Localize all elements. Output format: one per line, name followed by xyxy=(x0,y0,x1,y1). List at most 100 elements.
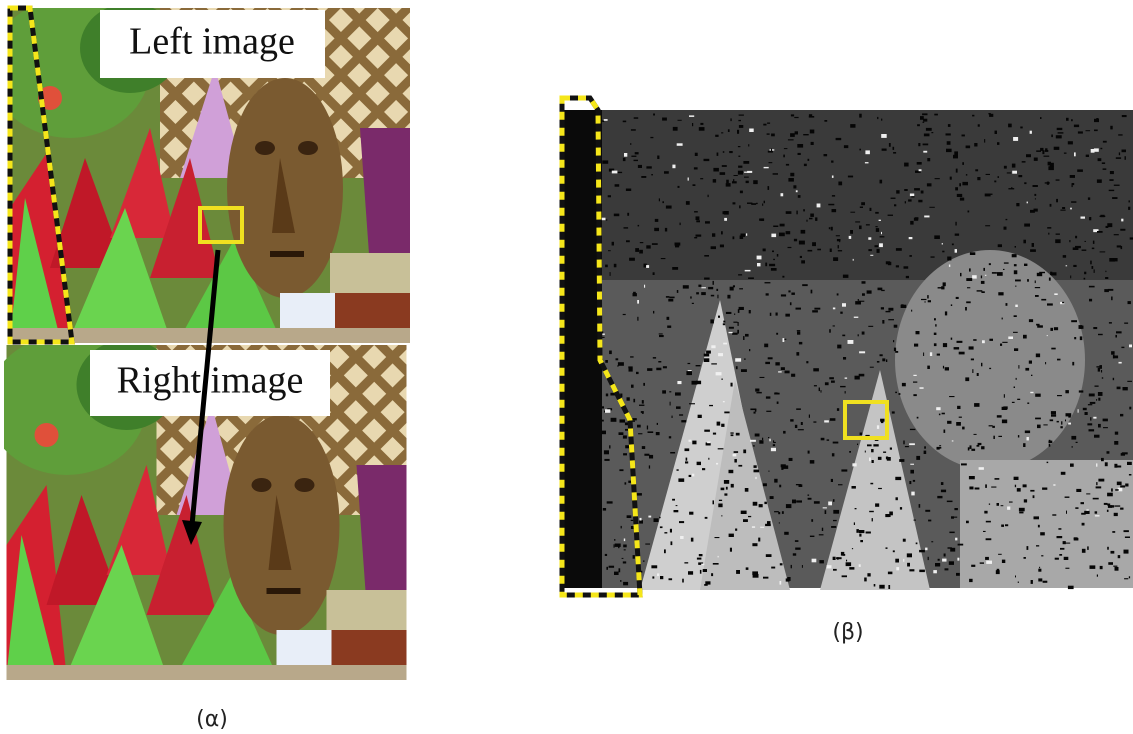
disparity-noise xyxy=(917,162,922,165)
disparity-noise xyxy=(744,172,749,173)
disparity-noise xyxy=(1072,362,1074,366)
disparity-noise xyxy=(665,228,667,232)
disparity-noise xyxy=(861,202,865,205)
disparity-noise xyxy=(1120,414,1123,417)
disparity-noise xyxy=(621,526,622,529)
disparity-noise xyxy=(655,219,659,222)
disparity-noise xyxy=(994,181,996,183)
disparity-noise xyxy=(777,402,779,404)
disparity-noise xyxy=(858,299,859,301)
disparity-noise xyxy=(1025,368,1029,371)
disparity-noise xyxy=(692,474,694,477)
disparity-noise xyxy=(904,189,908,191)
disparity-noise xyxy=(608,250,611,251)
disparity-noise xyxy=(829,329,831,333)
disparity-noise xyxy=(721,231,723,234)
disparity-noise xyxy=(692,303,694,304)
disparity-noise xyxy=(1084,272,1086,275)
disparity-noise xyxy=(774,479,777,483)
disparity-noise xyxy=(1100,251,1106,252)
disparity-noise xyxy=(1002,342,1007,343)
disparity-noise xyxy=(982,340,985,343)
disparity-noise xyxy=(1103,141,1107,143)
disparity-noise xyxy=(1115,432,1118,435)
disparity-noise xyxy=(795,548,800,550)
disparity-noise xyxy=(880,354,883,356)
disparity-noise xyxy=(612,242,614,246)
disparity-noise xyxy=(738,274,742,275)
disparity-noise xyxy=(984,511,987,514)
disparity-noise xyxy=(638,433,642,434)
disparity-noise xyxy=(720,245,724,248)
disparity-noise xyxy=(1089,299,1092,302)
disparity-noise xyxy=(997,415,1002,417)
disparity-noise xyxy=(1111,551,1115,554)
disparity-noise xyxy=(649,455,653,459)
disparity-noise xyxy=(941,286,944,289)
disparity-noise xyxy=(602,420,604,422)
disparity-noise xyxy=(893,340,894,342)
disparity-noise xyxy=(974,403,979,407)
disparity-noise xyxy=(939,414,941,416)
disparity-noise xyxy=(736,570,740,574)
disparity-noise xyxy=(771,234,776,238)
disparity-noise xyxy=(659,198,660,201)
disparity-noise xyxy=(677,143,683,146)
disparity-noise xyxy=(827,565,832,568)
disparity-noise xyxy=(1023,484,1027,487)
disparity-noise xyxy=(1016,203,1019,206)
disparity-noise xyxy=(1061,421,1062,424)
disparity-noise xyxy=(877,117,878,119)
disparity-noise xyxy=(1103,427,1108,428)
disparity-noise xyxy=(606,394,608,397)
disparity-noise xyxy=(700,570,702,574)
disparity-noise xyxy=(1017,399,1020,400)
disparity-noise xyxy=(837,408,839,411)
disparity-noise xyxy=(706,351,711,354)
disparity-noise xyxy=(653,114,655,116)
disparity-noise xyxy=(796,308,802,310)
disparity-noise xyxy=(723,321,725,323)
disparity-noise xyxy=(885,514,889,517)
disparity-noise xyxy=(605,554,607,556)
disparity-noise xyxy=(1093,327,1097,329)
disparity-noise xyxy=(627,397,630,400)
disparity-noise xyxy=(756,392,761,394)
disparity-noise xyxy=(833,257,838,261)
disparity-noise xyxy=(1001,525,1004,527)
disparity-noise xyxy=(711,295,714,297)
disparity-noise xyxy=(790,133,795,137)
disparity-noise xyxy=(723,211,727,214)
disparity-noise xyxy=(983,268,985,271)
disparity-noise xyxy=(959,417,962,418)
disparity-noise xyxy=(1087,546,1089,550)
disparity-noise xyxy=(768,186,770,190)
disparity-noise xyxy=(746,233,747,235)
disparity-noise xyxy=(1065,420,1066,422)
disparity-noise xyxy=(810,460,815,464)
disparity-noise xyxy=(1073,265,1076,267)
disparity-noise xyxy=(905,446,909,447)
disparity-noise xyxy=(1109,322,1112,324)
disparity-noise xyxy=(935,563,940,567)
disparity-noise xyxy=(1075,246,1081,248)
disparity-noise xyxy=(838,182,842,186)
disparity-noise xyxy=(1122,452,1128,454)
disparity-noise xyxy=(736,366,738,369)
disparity-noise xyxy=(704,159,710,161)
disparity-noise xyxy=(896,248,902,251)
disparity-noise xyxy=(791,293,795,295)
disparity-noise xyxy=(701,287,706,288)
disparity-noise xyxy=(1109,190,1115,191)
disparity-noise xyxy=(876,228,879,232)
disparity-noise xyxy=(812,242,816,246)
disparity-noise xyxy=(604,450,609,454)
disparity-noise xyxy=(1015,576,1016,578)
disparity-noise xyxy=(750,440,756,442)
disparity-noise xyxy=(985,194,991,197)
disparity-noise xyxy=(1096,482,1097,485)
disparity-noise xyxy=(1125,156,1126,160)
disparity-noise xyxy=(819,388,820,392)
disparity-noise xyxy=(1078,409,1079,413)
disparity-noise xyxy=(669,436,671,438)
